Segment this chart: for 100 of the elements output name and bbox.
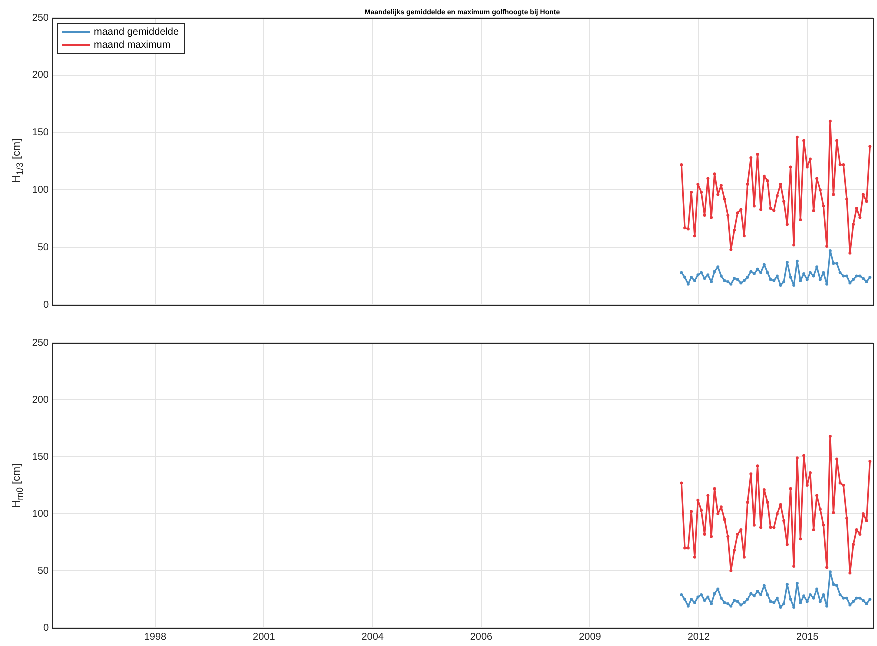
point — [726, 280, 730, 284]
point — [822, 524, 826, 527]
point — [690, 190, 694, 194]
point — [742, 279, 746, 282]
point — [806, 166, 809, 169]
point — [836, 584, 839, 588]
point — [812, 274, 816, 278]
point — [769, 207, 772, 210]
point — [776, 512, 779, 516]
point — [862, 193, 865, 196]
point — [772, 279, 776, 282]
y-tick-label: 250 — [32, 12, 50, 24]
point — [750, 156, 753, 160]
point — [746, 598, 750, 601]
y-tick-label: 100 — [32, 508, 50, 520]
point — [802, 594, 806, 598]
point — [713, 592, 716, 596]
point — [706, 177, 710, 180]
point — [703, 533, 706, 536]
point — [703, 214, 706, 217]
point — [769, 600, 772, 604]
point — [730, 570, 733, 572]
point — [846, 274, 849, 278]
point — [858, 216, 862, 220]
point — [826, 282, 829, 286]
point — [828, 434, 832, 438]
point — [836, 458, 839, 461]
point — [696, 596, 700, 599]
x-tick-label: 2001 — [253, 632, 276, 643]
point — [686, 228, 690, 231]
point — [806, 600, 809, 604]
point — [846, 596, 849, 600]
point — [855, 207, 858, 210]
point — [733, 599, 736, 602]
point — [782, 519, 786, 522]
point — [816, 588, 819, 591]
point — [838, 482, 842, 485]
point — [746, 501, 750, 504]
point — [858, 533, 862, 536]
point — [740, 282, 743, 285]
point — [723, 518, 726, 522]
point — [742, 601, 746, 604]
point — [796, 260, 799, 263]
point — [865, 200, 868, 204]
point — [746, 276, 750, 279]
point — [752, 272, 756, 276]
point — [703, 277, 706, 280]
point — [868, 598, 872, 601]
point — [789, 487, 792, 490]
point — [806, 278, 809, 282]
point — [720, 274, 723, 278]
point — [684, 546, 687, 550]
point — [796, 136, 799, 139]
point — [838, 271, 842, 274]
point — [730, 248, 733, 252]
point — [799, 279, 802, 282]
point — [740, 528, 743, 532]
point — [848, 604, 852, 607]
point — [799, 538, 802, 541]
y-tick-label: 0 — [43, 300, 50, 311]
point — [713, 172, 716, 176]
point — [862, 599, 865, 602]
point — [799, 601, 802, 604]
x-tick-label: 2015 — [796, 632, 820, 643]
point — [816, 177, 819, 180]
point — [818, 278, 822, 282]
point — [832, 193, 836, 196]
point — [690, 598, 694, 601]
point — [736, 212, 740, 215]
point — [710, 535, 714, 538]
point — [720, 184, 723, 188]
point — [726, 214, 730, 217]
point — [713, 270, 716, 274]
point — [838, 163, 842, 166]
point — [696, 274, 700, 277]
point — [680, 271, 684, 274]
point — [828, 250, 832, 253]
point — [808, 271, 812, 274]
y-tick-label: 250 — [32, 338, 50, 349]
point — [684, 226, 687, 230]
point — [752, 524, 756, 527]
point — [868, 145, 872, 148]
x-tick-label: 2012 — [688, 632, 710, 643]
point — [760, 593, 763, 596]
point — [766, 180, 770, 183]
point — [723, 198, 726, 201]
point — [693, 234, 696, 238]
point — [740, 208, 743, 212]
x-tick-label: 1998 — [144, 632, 168, 643]
legend-label: maand maximum — [94, 40, 171, 51]
point — [862, 512, 865, 516]
point — [822, 593, 826, 596]
point — [716, 266, 720, 269]
point — [742, 556, 746, 559]
point — [772, 601, 776, 604]
point — [779, 503, 782, 506]
point — [828, 570, 832, 574]
legend-label: maand gemiddelde — [94, 26, 180, 38]
point — [818, 600, 822, 604]
point — [826, 604, 829, 608]
